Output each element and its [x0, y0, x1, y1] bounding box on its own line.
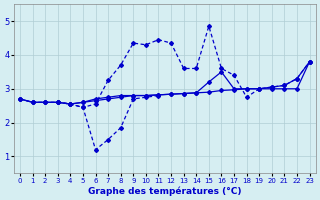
X-axis label: Graphe des températures (°C): Graphe des températures (°C): [88, 186, 242, 196]
